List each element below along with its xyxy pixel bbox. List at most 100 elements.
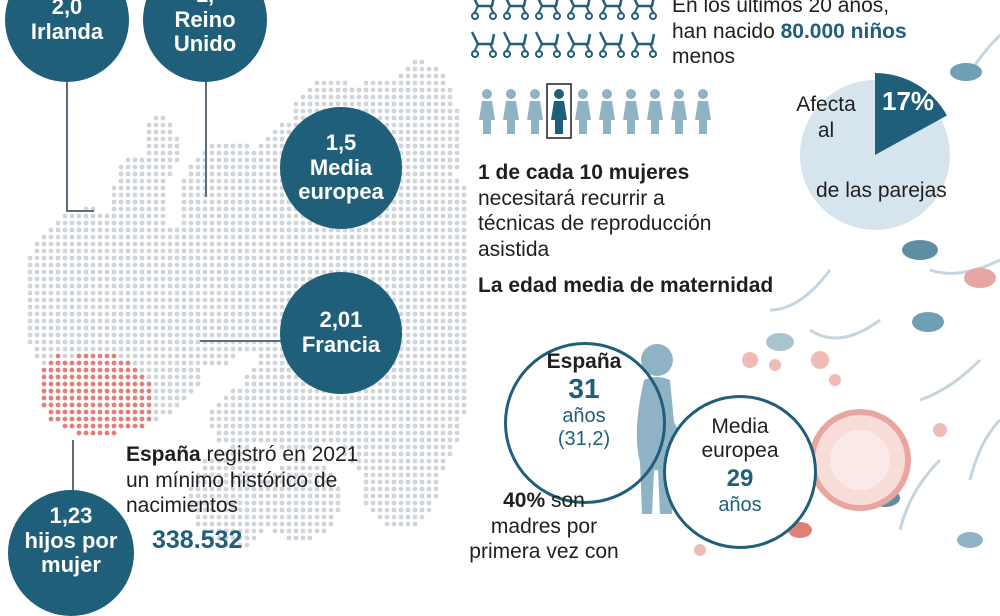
map-dot-spain: [97, 395, 103, 401]
map-dot: [328, 94, 334, 100]
map-dot: [251, 178, 257, 184]
sperm-icon: [964, 268, 996, 288]
map-dot: [265, 437, 271, 443]
map-dot: [132, 227, 138, 233]
map-dot: [251, 409, 257, 415]
map-dot-spain: [111, 353, 117, 359]
map-dot: [237, 402, 243, 408]
map-dot: [216, 542, 222, 548]
map-dot: [447, 234, 453, 240]
map-dot: [41, 353, 47, 359]
map-dot: [300, 521, 306, 527]
map-dot: [412, 66, 418, 72]
map-dot: [272, 346, 278, 352]
map-dot: [188, 367, 194, 373]
map-dot: [300, 500, 306, 506]
map-dot: [447, 276, 453, 282]
map-dot: [62, 220, 68, 226]
map-dot: [146, 213, 152, 219]
map-dot: [272, 360, 278, 366]
map-dot: [314, 507, 320, 513]
map-dot: [251, 416, 257, 422]
map-dot: [202, 353, 208, 359]
map-dot: [125, 220, 131, 226]
connector-irlanda-h: [66, 210, 94, 212]
map-dot: [258, 374, 264, 380]
map-dot: [391, 87, 397, 93]
births-line2-prefix: han nacido: [672, 19, 775, 43]
map-dot: [286, 234, 292, 240]
highlight-box: [546, 83, 572, 139]
map-dot: [62, 339, 68, 345]
map-dot: [265, 507, 271, 513]
map-dot: [426, 220, 432, 226]
map-dot: [265, 283, 271, 289]
map-dot: [230, 542, 236, 548]
map-dot: [321, 416, 327, 422]
map-dot: [174, 241, 180, 247]
map-dot: [251, 262, 257, 268]
map-dot: [216, 493, 222, 499]
map-dot: [272, 276, 278, 282]
map-dot: [307, 262, 313, 268]
map-dot: [202, 241, 208, 247]
map-dot: [321, 465, 327, 471]
map-dot: [167, 171, 173, 177]
map-dot: [398, 304, 404, 310]
map-dot: [440, 164, 446, 170]
map-dot: [160, 290, 166, 296]
map-dot: [223, 332, 229, 338]
map-dot: [433, 227, 439, 233]
map-dot: [160, 304, 166, 310]
map-dot: [41, 311, 47, 317]
map-dot: [167, 304, 173, 310]
map-dot: [251, 423, 257, 429]
map-dot: [272, 472, 278, 478]
map-dot: [377, 381, 383, 387]
map-dot: [272, 297, 278, 303]
map-dot: [398, 409, 404, 415]
map-dot-spain: [132, 402, 138, 408]
women-line1: necesitará recurrir a: [478, 186, 665, 210]
map-dot: [251, 437, 257, 443]
map-dot: [132, 290, 138, 296]
irlanda-value: 2,0: [51, 0, 83, 20]
espana-label-1: hijos por: [24, 527, 118, 553]
map-dot: [265, 402, 271, 408]
map-dot: [209, 171, 215, 177]
map-dot: [139, 297, 145, 303]
map-dot: [244, 178, 250, 184]
media-europea-label-2: europea: [298, 179, 384, 205]
map-dot: [405, 451, 411, 457]
map-dot: [426, 269, 432, 275]
map-dot: [286, 493, 292, 499]
map-dot: [440, 437, 446, 443]
map-dot: [125, 339, 131, 345]
map-dot: [447, 171, 453, 177]
map-dot: [370, 458, 376, 464]
map-dot: [230, 325, 236, 331]
map-dot: [230, 444, 236, 450]
map-dot: [300, 255, 306, 261]
map-dot: [412, 73, 418, 79]
map-dot: [223, 283, 229, 289]
map-dot: [97, 220, 103, 226]
map-dot: [90, 346, 96, 352]
map-dot: [440, 297, 446, 303]
map-dot: [405, 444, 411, 450]
map-dot: [412, 150, 418, 156]
map-dot: [258, 311, 264, 317]
map-dot: [139, 339, 145, 345]
map-dot: [216, 227, 222, 233]
map-dot: [426, 444, 432, 450]
map-dot: [391, 262, 397, 268]
map-dot: [167, 325, 173, 331]
map-dot: [83, 297, 89, 303]
map-dot: [230, 416, 236, 422]
map-dot: [118, 297, 124, 303]
map-dot: [405, 493, 411, 499]
map-dot: [188, 486, 194, 492]
map-dot: [314, 444, 320, 450]
map-dot: [62, 213, 68, 219]
map-dot: [265, 346, 271, 352]
